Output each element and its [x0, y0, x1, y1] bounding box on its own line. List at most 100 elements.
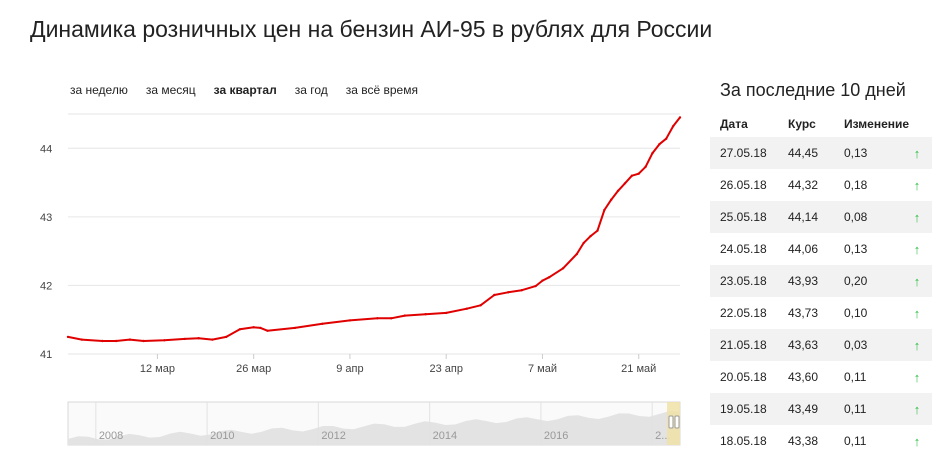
- table-row: 24.05.18 44,06 0,13 ↑: [710, 233, 932, 265]
- tab-all-time[interactable]: за всё время: [345, 83, 418, 97]
- data-point: [424, 313, 427, 316]
- data-point: [101, 339, 104, 343]
- navigator-year-label: 2012: [321, 430, 345, 442]
- y-tick-label: 43: [40, 212, 52, 224]
- data-point: [80, 338, 84, 341]
- row-rate: 44,32: [788, 178, 819, 192]
- axis-labels: 41 42 43 44 12 мар 26 мар 9 апр 23 апр 7 май 21 м…: [40, 143, 656, 375]
- data-point: [637, 172, 640, 175]
- navigator-area: [68, 411, 680, 445]
- data-point: [610, 198, 613, 201]
- data-point: [66, 335, 70, 339]
- data-point: [238, 328, 242, 331]
- data-point: [252, 326, 255, 329]
- data-point: [582, 241, 585, 245]
- header-change: Изменение: [844, 117, 910, 131]
- table-row: 25.05.18 44,14 0,08 ↑: [710, 201, 932, 233]
- data-point: [211, 338, 214, 341]
- data-point: [520, 289, 523, 292]
- row-change: 0,11: [844, 370, 867, 384]
- data-point: [403, 314, 407, 317]
- row-rate: 43,63: [788, 338, 819, 352]
- x-tick-label: 12 мар: [140, 363, 175, 375]
- y-tick-label: 41: [40, 349, 52, 361]
- x-tick-label: 7 май: [528, 363, 557, 375]
- row-rate: 43,93: [788, 274, 819, 288]
- data-point: [259, 326, 262, 330]
- navigator-grip-left: [668, 415, 674, 429]
- row-date: 21.05.18: [720, 338, 767, 352]
- x-tick-label: 21 май: [621, 363, 656, 375]
- arrow-up-icon: ↑: [913, 273, 921, 289]
- arrow-up-icon: ↑: [913, 177, 921, 193]
- x-tick-label: 23 апр: [429, 363, 462, 375]
- table-row: 26.05.18 44,32 0,18 ↑: [710, 169, 932, 201]
- table-row: 21.05.18 43,63 0,03 ↑: [710, 329, 932, 361]
- row-date: 27.05.18: [720, 146, 767, 160]
- data-point: [616, 189, 620, 192]
- data-point: [671, 125, 675, 128]
- navigator-year-label: 2016: [544, 430, 568, 442]
- arrow-up-icon: ↑: [913, 305, 921, 321]
- tab-week[interactable]: за неделю: [70, 83, 128, 97]
- tab-month[interactable]: за месяц: [145, 83, 196, 97]
- data-point: [541, 279, 544, 282]
- x-tick-label: 9 апр: [336, 363, 363, 375]
- data-point: [651, 151, 654, 155]
- data-point: [376, 317, 379, 320]
- range-tabs: за неделю за месяц за квартал за год за …: [70, 83, 436, 97]
- data-point: [465, 307, 468, 310]
- rates-table: Дата Курс Изменение 27.05.18 44,45 0,13 ↑ 26…: [710, 111, 932, 457]
- row-date: 22.05.18: [720, 306, 767, 320]
- arrow-up-icon: ↑: [913, 337, 921, 353]
- side-panel-title: За последние 10 дней: [720, 80, 906, 100]
- data-point: [479, 304, 482, 307]
- navigator-year-label: 2...: [655, 430, 670, 442]
- data-point: [183, 337, 187, 341]
- data-point: [348, 319, 352, 322]
- row-date: 25.05.18: [720, 210, 767, 224]
- row-rate: 44,14: [788, 210, 819, 224]
- row-rate: 43,60: [788, 370, 819, 384]
- data-point: [644, 165, 647, 168]
- navigator-year-label: 2008: [99, 430, 123, 442]
- row-change: 0,11: [844, 402, 867, 416]
- data-point: [445, 311, 448, 315]
- data-point: [623, 182, 627, 185]
- data-point: [658, 143, 661, 146]
- table-row: 19.05.18 43,49 0,11 ↑: [710, 393, 932, 425]
- range-navigator[interactable]: 2008 2010 2012 2014 2016 2...: [67, 401, 681, 446]
- arrow-up-icon: ↑: [913, 241, 921, 257]
- data-point: [114, 339, 118, 343]
- data-point: [665, 137, 668, 140]
- arrow-up-icon: ↑: [913, 369, 921, 385]
- y-tick-label: 42: [40, 280, 52, 292]
- row-date: 20.05.18: [720, 370, 767, 384]
- price-chart[interactable]: 41 42 43 44 12 мар 26 мар 9 апр 23 апр 7 май 21 м…: [0, 100, 690, 465]
- data-point: [589, 234, 592, 238]
- data-point: [678, 116, 682, 119]
- data-point: [321, 322, 324, 325]
- data-point: [390, 317, 393, 320]
- row-rate: 44,45: [788, 146, 819, 160]
- data-point: [142, 339, 145, 343]
- navigator-grip-right: [674, 415, 680, 429]
- table-row: 18.05.18 43,38 0,11 ↑: [710, 425, 932, 457]
- tab-quarter[interactable]: за квартал: [213, 83, 277, 97]
- row-date: 24.05.18: [720, 242, 767, 256]
- rates-table-body: 27.05.18 44,45 0,13 ↑ 26.05.18 44,32 0,18 ↑ 25.0…: [710, 137, 932, 457]
- arrow-up-icon: ↑: [913, 209, 921, 225]
- series-line: [66, 116, 682, 343]
- data-point: [493, 293, 496, 297]
- data-point: [603, 208, 606, 212]
- data-point: [561, 267, 565, 270]
- tab-year[interactable]: за год: [294, 83, 328, 97]
- x-tick-label: 26 мар: [236, 363, 271, 375]
- data-point: [225, 335, 228, 339]
- y-tick-label: 44: [40, 143, 52, 155]
- rates-table-header: Дата Курс Изменение: [710, 111, 932, 137]
- header-rate: Курс: [788, 117, 816, 131]
- row-date: 19.05.18: [720, 402, 767, 416]
- price-line: [67, 116, 681, 342]
- data-point: [630, 174, 634, 177]
